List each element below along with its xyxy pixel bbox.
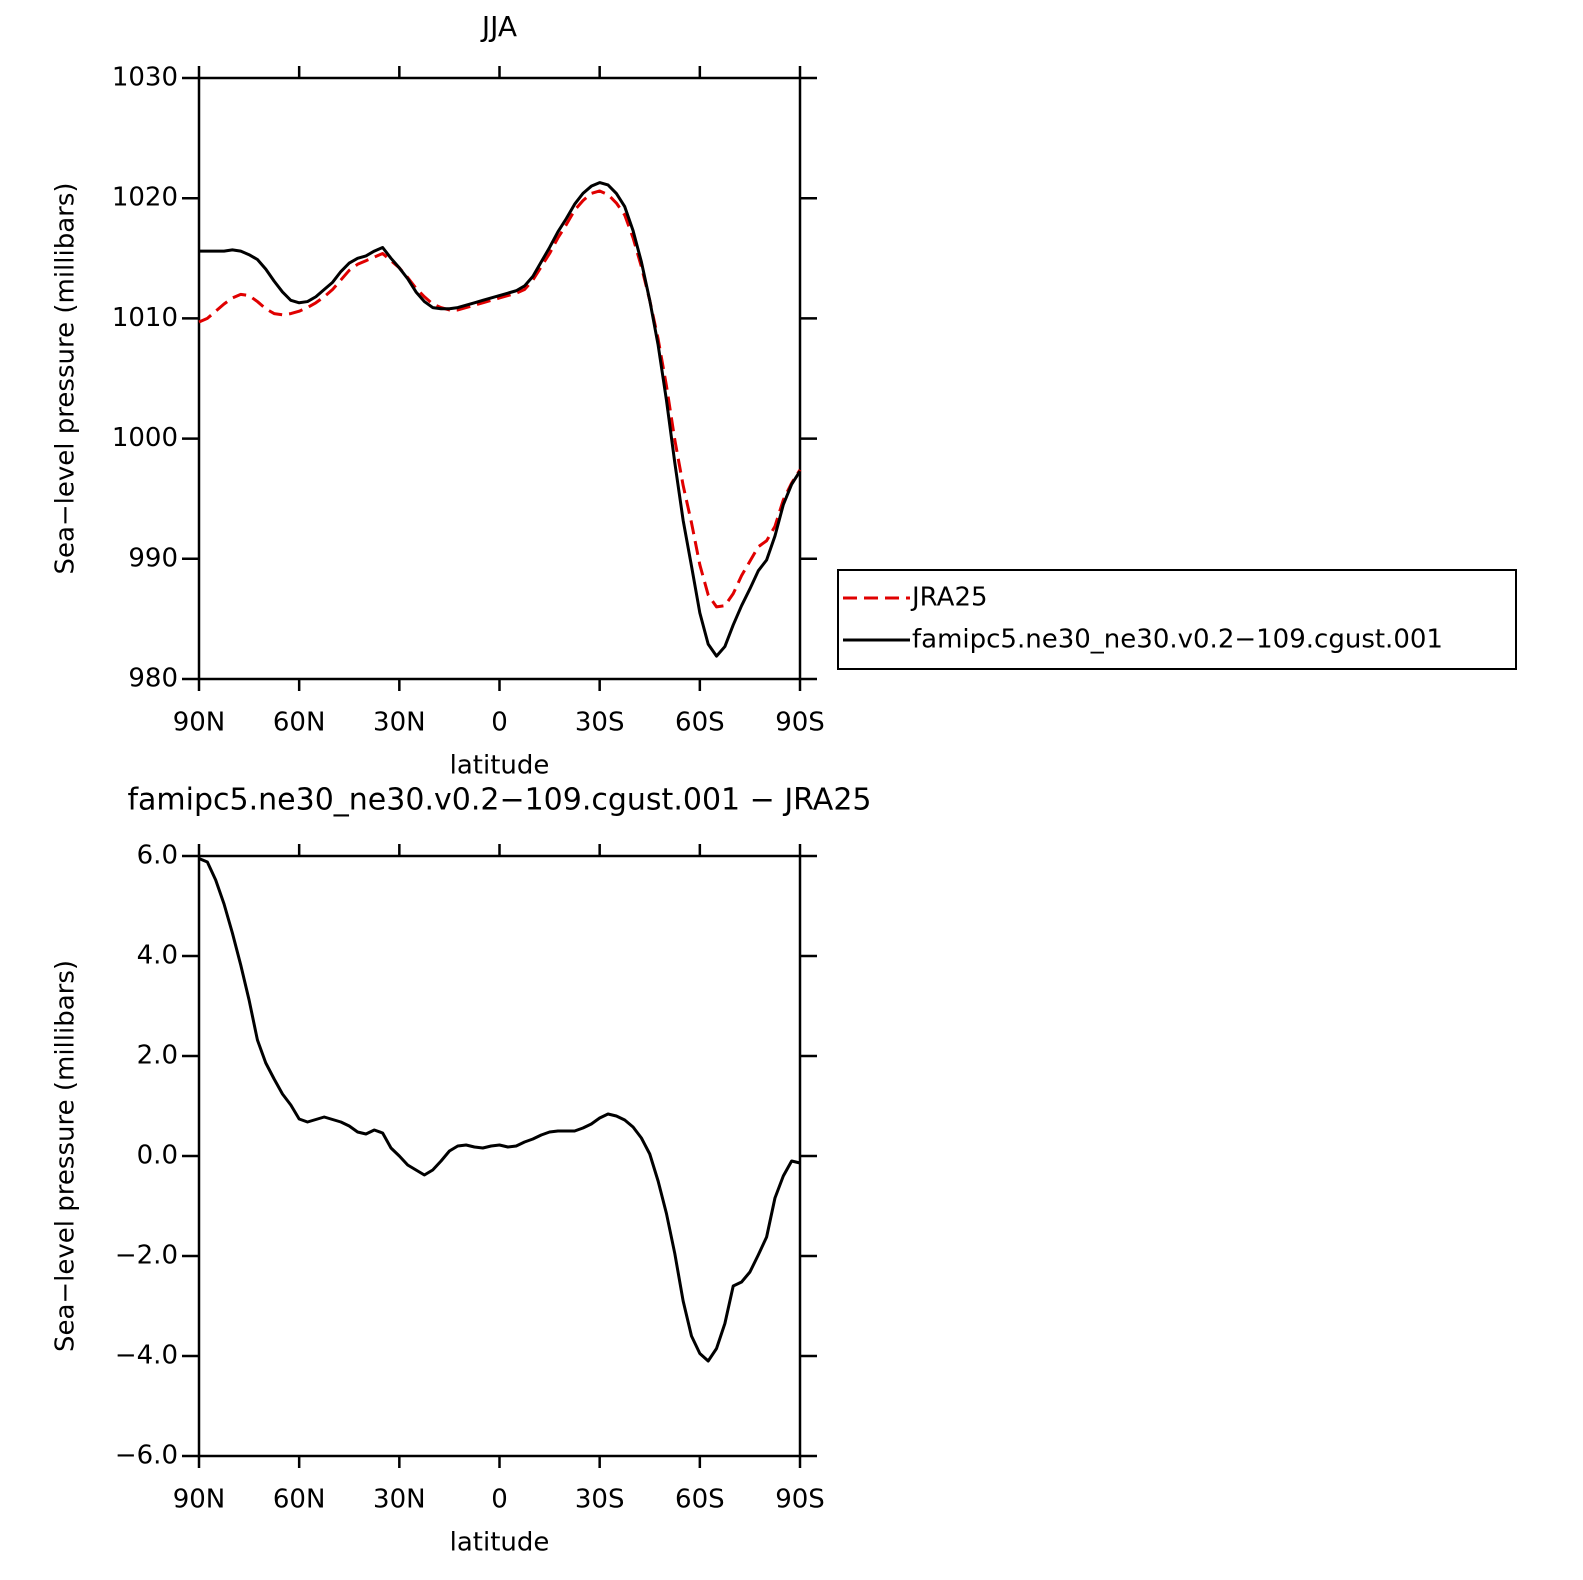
x-tick-label: 0 — [491, 708, 508, 738]
plot-frame — [197, 854, 802, 1458]
x-tick-label: 0 — [491, 1485, 508, 1515]
y-tick-label: 6.0 — [137, 841, 178, 871]
y-tick-label: 980 — [128, 664, 178, 694]
y-tick-label: 990 — [128, 543, 178, 573]
x-tick-label: 60S — [675, 1485, 725, 1515]
y-axis-label: Sea−level pressure (millibars) — [51, 182, 81, 574]
y-axis-label: Sea−level pressure (millibars) — [51, 960, 81, 1352]
x-tick-label: 90N — [173, 708, 226, 738]
data-line — [198, 189, 802, 609]
y-tick-label: 1000 — [112, 423, 178, 453]
chart-title: famipc5.ne30_ne30.v0.2−109.cgust.001 − J… — [127, 783, 871, 818]
legend-label: JRA25 — [910, 583, 988, 613]
y-tick-label: 1020 — [112, 183, 178, 213]
chart-title: JJA — [480, 10, 517, 43]
x-axis-label: latitude — [450, 751, 550, 781]
x-axis-label: latitude — [450, 1528, 550, 1558]
y-tick-label: −6.0 — [115, 1441, 178, 1471]
x-tick-label: 60N — [273, 708, 326, 738]
x-tick-label: 30N — [373, 708, 426, 738]
x-tick-label: 90S — [775, 708, 825, 738]
data-line — [198, 857, 801, 1363]
x-tick-label: 60N — [273, 1485, 326, 1515]
y-tick-label: −4.0 — [115, 1341, 178, 1371]
x-tick-label: 30S — [575, 708, 625, 738]
x-tick-label: 60S — [675, 708, 725, 738]
x-tick-label: 30S — [575, 1485, 625, 1515]
y-tick-label: 0.0 — [137, 1141, 178, 1171]
y-tick-label: 2.0 — [137, 1041, 178, 1071]
legend-box — [837, 569, 1517, 670]
y-tick-label: 4.0 — [137, 941, 178, 971]
x-tick-label: 30N — [373, 1485, 426, 1515]
y-tick-label: −2.0 — [115, 1241, 178, 1271]
x-tick-label: 90N — [173, 1485, 226, 1515]
plot-frame — [197, 76, 802, 681]
legend-label: famipc5.ne30_ne30.v0.2−109.cgust.001 — [912, 625, 1443, 655]
y-tick-label: 1010 — [112, 303, 178, 333]
x-tick-label: 90S — [775, 1485, 825, 1515]
y-tick-label: 1030 — [112, 63, 178, 93]
data-line — [199, 181, 802, 658]
